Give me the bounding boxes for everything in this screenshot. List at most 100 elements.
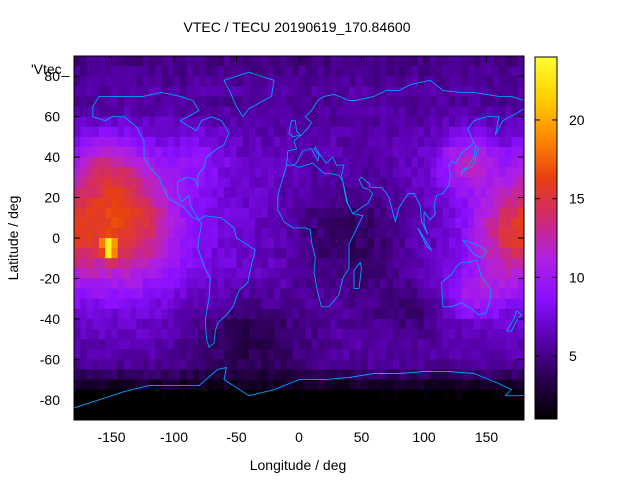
heatmap-cell <box>180 56 188 67</box>
heatmap-cell <box>324 167 331 178</box>
heatmap-cell <box>392 308 400 320</box>
heatmap-cell <box>292 147 300 158</box>
heatmap-cell <box>192 268 200 280</box>
heatmap-cell <box>224 409 231 420</box>
heatmap-cell <box>167 96 175 108</box>
heatmap-cell <box>392 167 400 178</box>
heatmap-cell <box>180 349 188 360</box>
heatmap-cell <box>486 409 494 420</box>
heatmap-cell <box>92 106 100 118</box>
heatmap-cell <box>267 248 275 259</box>
heatmap-cell <box>342 116 350 128</box>
heatmap-cell <box>417 339 425 350</box>
heatmap-cell <box>74 329 81 340</box>
heatmap-cell <box>505 167 513 178</box>
heatmap-cell <box>386 157 394 168</box>
heatmap-cell <box>511 66 519 77</box>
heatmap-cell <box>430 106 438 118</box>
heatmap-cell <box>217 349 225 360</box>
heatmap-cell <box>405 318 413 330</box>
heatmap-cell <box>405 96 413 108</box>
heatmap-cell <box>224 389 231 401</box>
heatmap-cell <box>336 399 344 411</box>
heatmap-cell <box>286 268 294 280</box>
heatmap-cell <box>449 187 456 199</box>
heatmap-cell <box>517 56 524 67</box>
heatmap-cell <box>292 308 300 320</box>
coastline <box>506 310 522 332</box>
heatmap-cell <box>192 379 200 391</box>
heatmap-cell <box>455 359 463 371</box>
heatmap-cell <box>167 399 175 411</box>
heatmap-cell <box>136 106 144 118</box>
heatmap-cell <box>211 409 219 420</box>
heatmap-cell <box>374 278 381 290</box>
heatmap-cell <box>467 298 475 310</box>
heatmap-cell <box>355 76 363 87</box>
heatmap-cell <box>242 207 250 219</box>
heatmap-cell <box>324 116 331 128</box>
heatmap-cell <box>305 157 313 168</box>
heatmap-cell <box>117 66 125 77</box>
heatmap-cell <box>117 308 125 320</box>
heatmap-cell <box>480 187 488 199</box>
heatmap-cell <box>92 308 100 320</box>
heatmap-cell <box>492 66 500 77</box>
heatmap-cell <box>205 187 213 199</box>
heatmap-cell <box>167 278 175 290</box>
heatmap-cell <box>230 278 238 290</box>
heatmap-cell <box>517 227 524 239</box>
heatmap-cell <box>199 227 206 239</box>
heatmap-cell <box>386 207 394 219</box>
heatmap-cell <box>236 197 244 209</box>
heatmap-cell <box>455 248 463 259</box>
heatmap-cell <box>117 136 125 148</box>
heatmap-cell <box>324 389 331 401</box>
heatmap-cell <box>149 126 156 138</box>
heatmap-cell <box>386 349 394 360</box>
heatmap-cell <box>230 126 238 138</box>
heatmap-cell <box>455 329 463 340</box>
heatmap-cell <box>449 157 456 168</box>
heatmap-cell <box>99 379 106 391</box>
heatmap-cell <box>455 238 463 249</box>
heatmap-cell <box>217 339 225 350</box>
heatmap-cell <box>236 318 244 330</box>
heatmap-cell <box>392 116 400 128</box>
heatmap-cell <box>342 217 350 229</box>
heatmap-cell <box>211 96 219 108</box>
heatmap-cell <box>517 76 524 87</box>
heatmap-cell <box>155 106 163 118</box>
heatmap-cell <box>242 258 250 269</box>
heatmap-cell <box>374 217 381 229</box>
heatmap-cell <box>336 349 344 360</box>
heatmap-cell <box>505 126 513 138</box>
heatmap-cell <box>255 258 263 269</box>
heatmap-cell <box>349 227 356 239</box>
heatmap-cell <box>436 66 444 77</box>
heatmap-cell <box>124 207 131 219</box>
heatmap-cell <box>217 308 225 320</box>
heatmap-cell <box>386 278 394 290</box>
heatmap-cell <box>174 126 181 138</box>
heatmap-cell <box>392 298 400 310</box>
heatmap-cell <box>486 136 494 148</box>
heatmap-cell <box>292 399 300 411</box>
heatmap-cell <box>105 329 113 340</box>
heatmap-cell <box>311 339 319 350</box>
heatmap-cell <box>486 329 494 340</box>
heatmap-cell <box>330 248 338 259</box>
heatmap-cell <box>274 349 281 360</box>
heatmap-cell <box>374 106 381 118</box>
heatmap-cell <box>499 329 506 340</box>
heatmap-cell <box>386 399 394 411</box>
heatmap-cell <box>192 409 200 420</box>
heatmap-cell <box>361 207 369 219</box>
heatmap-cell <box>186 349 194 360</box>
heatmap-cell <box>511 76 519 87</box>
heatmap-cell <box>486 389 494 401</box>
heatmap-cell <box>324 238 331 249</box>
heatmap-cell <box>517 339 524 350</box>
heatmap-cell <box>367 399 375 411</box>
heatmap-cell <box>480 268 488 280</box>
